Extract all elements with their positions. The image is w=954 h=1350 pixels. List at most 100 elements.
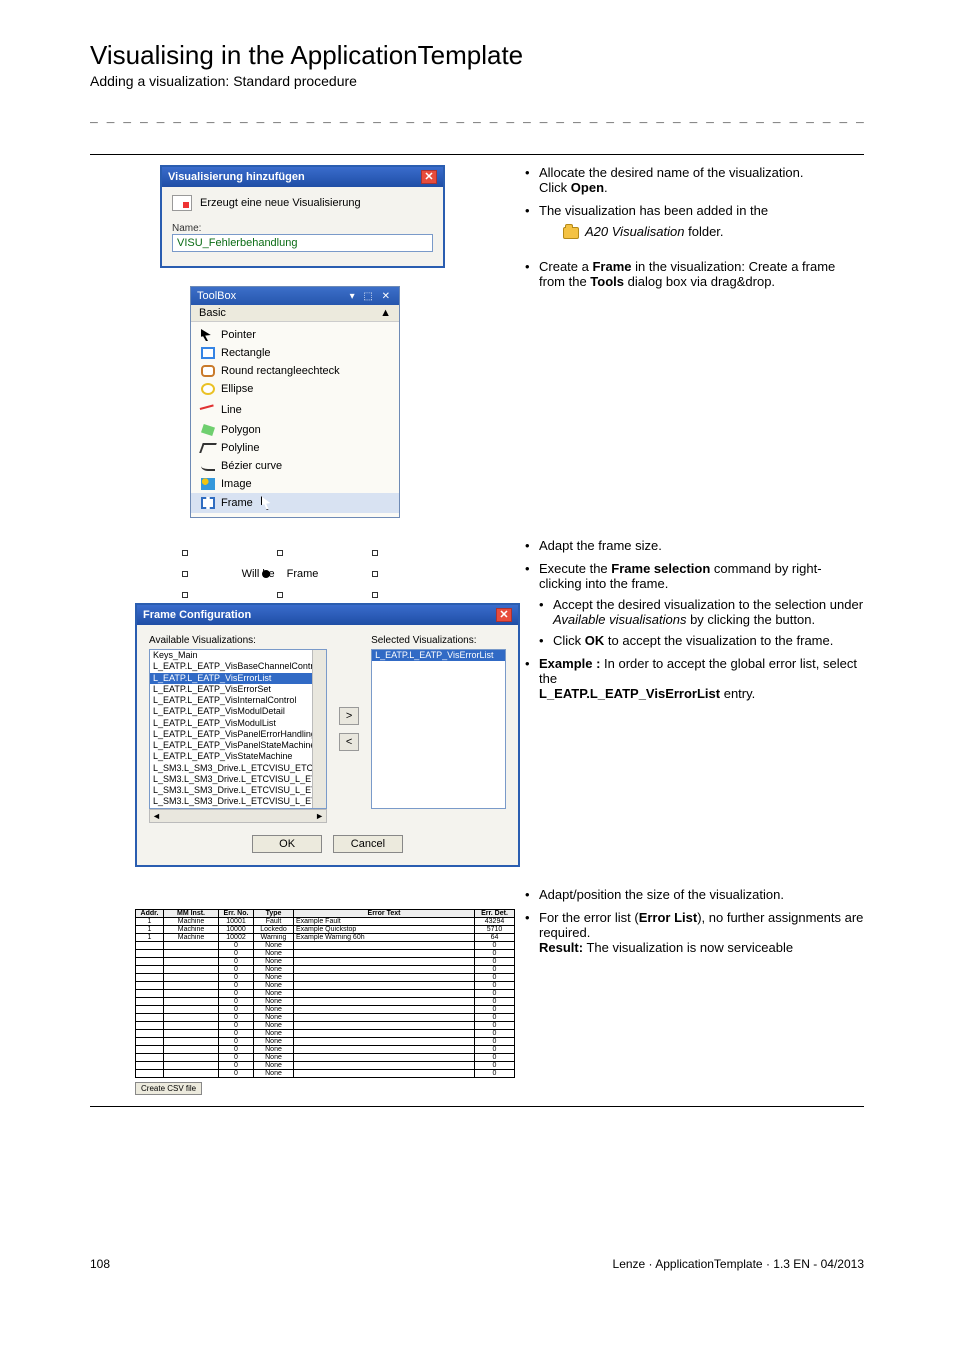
toolbox-item-round-rect[interactable]: Round rectangleechteck (191, 362, 399, 380)
list-item[interactable]: L_EATP.L_EATP_VisModulDetail (150, 706, 326, 717)
table-header: MM Inst. (164, 910, 219, 918)
table-cell (294, 974, 475, 982)
cancel-button[interactable]: Cancel (333, 835, 403, 853)
toolbox-item-image[interactable]: Image (191, 475, 399, 493)
bullet-strong: Example : (539, 656, 600, 671)
table-cell: 0 (219, 966, 254, 974)
bullet-item: For the error list (Error List), no furt… (525, 910, 864, 955)
create-csv-button[interactable]: Create CSV file (135, 1082, 202, 1095)
image-icon (201, 478, 215, 490)
table-cell (294, 998, 475, 1006)
table-cell: None (254, 1070, 294, 1078)
table-cell: 0 (475, 958, 515, 966)
dialog-title-text: Frame Configuration (143, 609, 251, 621)
dialog-titlebar: Visualisierung hinzufügen ✕ (162, 167, 443, 187)
table-cell: 0 (219, 1062, 254, 1070)
list-item[interactable]: L_SM3.L_SM3_Drive.L_ETCVISU_L_ETC (150, 774, 326, 785)
table-row: 0None0 (136, 990, 515, 998)
table-row: 0None0 (136, 966, 515, 974)
table-cell (294, 1070, 475, 1078)
available-list[interactable]: Keys_MainL_EATP.L_EATP_VisBaseChannelCon… (149, 649, 327, 809)
bullet-text: folder. (685, 224, 724, 239)
table-cell (164, 1070, 219, 1078)
frame-placeholder[interactable]: Will beFrame (185, 553, 375, 595)
list-item[interactable]: L_EATP.L_EATP_VisErrorSet (150, 684, 326, 695)
selected-list[interactable]: L_EATP.L_EATP_VisErrorList (371, 649, 506, 809)
list-item[interactable]: L_EATP.L_EATP_VisErrorList (150, 673, 326, 684)
toolbox-item-ellipse[interactable]: Ellipse (191, 380, 399, 398)
table-cell: 0 (219, 1030, 254, 1038)
table-cell: None (254, 1046, 294, 1054)
table-row: 1Machine10000LockedoExample Quickstop571… (136, 926, 515, 934)
table-cell: 0 (475, 1062, 515, 1070)
list-item[interactable]: L_EATP.L_EATP_VisInternalControl (150, 695, 326, 706)
ellipse-icon (201, 383, 215, 395)
table-row: 0None0 (136, 1062, 515, 1070)
table-cell: 0 (219, 982, 254, 990)
move-right-button[interactable]: > (339, 707, 359, 725)
table-cell (164, 990, 219, 998)
table-cell: None (254, 958, 294, 966)
table-cell (294, 942, 475, 950)
table-cell (294, 1038, 475, 1046)
table-cell (136, 1046, 164, 1054)
bullet-text: by clicking the button. (686, 612, 815, 627)
table-cell (164, 1038, 219, 1046)
bullet-item: The visualization has been added in the … (525, 203, 864, 239)
list-item[interactable]: L_EATP.L_EATP_VisPanelErrorHandling (150, 729, 326, 740)
list-item[interactable]: L_EATP.L_EATP_VisPanelStateMachine (150, 740, 326, 751)
list-item[interactable]: Keys_Main (150, 650, 326, 661)
table-cell: 0 (475, 1030, 515, 1038)
table-cell: 0 (475, 1038, 515, 1046)
list-item[interactable]: L_EATP.L_EATP_VisModulList (150, 718, 326, 729)
table-cell: 0 (475, 950, 515, 958)
table-cell (136, 1054, 164, 1062)
toolbox-item-pointer[interactable]: Pointer (191, 326, 399, 344)
sub-bullet-item: Accept the desired visualization to the … (539, 597, 864, 627)
toolbox-item-rectangle[interactable]: Rectangle (191, 344, 399, 362)
frame-icon (201, 497, 215, 509)
toolbox-item-polygon[interactable]: Polygon (191, 421, 399, 439)
dialog-titlebar: Frame Configuration ✕ (137, 605, 518, 625)
toolbox-section[interactable]: Basic ▲ (191, 305, 399, 322)
toolbox-item-line[interactable]: Line (191, 398, 399, 421)
table-cell: 0 (219, 950, 254, 958)
table-cell: 1 (136, 918, 164, 926)
close-icon[interactable]: ✕ (496, 608, 512, 622)
name-input[interactable] (172, 234, 433, 252)
line-icon (200, 404, 217, 419)
close-icon[interactable]: ✕ (421, 170, 437, 184)
toolbox-item-label: Round rectangleechteck (221, 365, 340, 377)
list-item[interactable]: L_EATP.L_EATP_VisStateMachine (150, 751, 326, 762)
list-item[interactable]: L_EATP.L_EATP_VisBaseChannelControl (150, 661, 326, 672)
table-cell: 0 (219, 1054, 254, 1062)
bullet-strong: OK (585, 633, 605, 648)
table-cell (164, 942, 219, 950)
list-item[interactable]: L_EATP.L_EATP_VisErrorList (372, 650, 505, 661)
table-cell: None (254, 1038, 294, 1046)
toolbox-item-frame[interactable]: Frame (191, 493, 399, 513)
page-title: Visualising in the ApplicationTemplate (90, 40, 864, 71)
table-cell (294, 958, 475, 966)
table-cell (136, 982, 164, 990)
move-left-button[interactable]: < (339, 733, 359, 751)
table-row: 0None0 (136, 1030, 515, 1038)
table-row: 0None0 (136, 1038, 515, 1046)
table-cell: None (254, 990, 294, 998)
footer-text: Lenze · ApplicationTemplate · 1.3 EN - 0… (613, 1257, 864, 1271)
toolbox-item-polyline[interactable]: Polyline (191, 439, 399, 457)
polygon-icon (201, 424, 215, 436)
ok-button[interactable]: OK (252, 835, 322, 853)
list-item[interactable]: L_SM3.L_SM3_Drive.L_ETCVISU_ETCS (150, 763, 326, 774)
list-item[interactable]: L_SM3.L_SM3_Drive.L_ETCVISU_L_ETC (150, 785, 326, 796)
h-scrollbar[interactable]: ◄► (149, 809, 327, 823)
table-cell: None (254, 942, 294, 950)
toolbox-controls[interactable]: ▾ ⬚ ✕ (350, 291, 393, 302)
table-cell: 0 (475, 1006, 515, 1014)
list-item[interactable]: L_SM3.L_SM3_Drive.L_ETCVISU_L_ETC (150, 796, 326, 807)
list-item[interactable]: L_SM3.L_SM3_Drive.L_ETCVISU_L_ETC (150, 808, 326, 810)
table-cell: 0 (475, 974, 515, 982)
toolbox-item-bezier[interactable]: Bézier curve (191, 457, 399, 475)
toolbox-item-label: Line (221, 404, 242, 416)
scrollbar[interactable] (312, 650, 326, 808)
